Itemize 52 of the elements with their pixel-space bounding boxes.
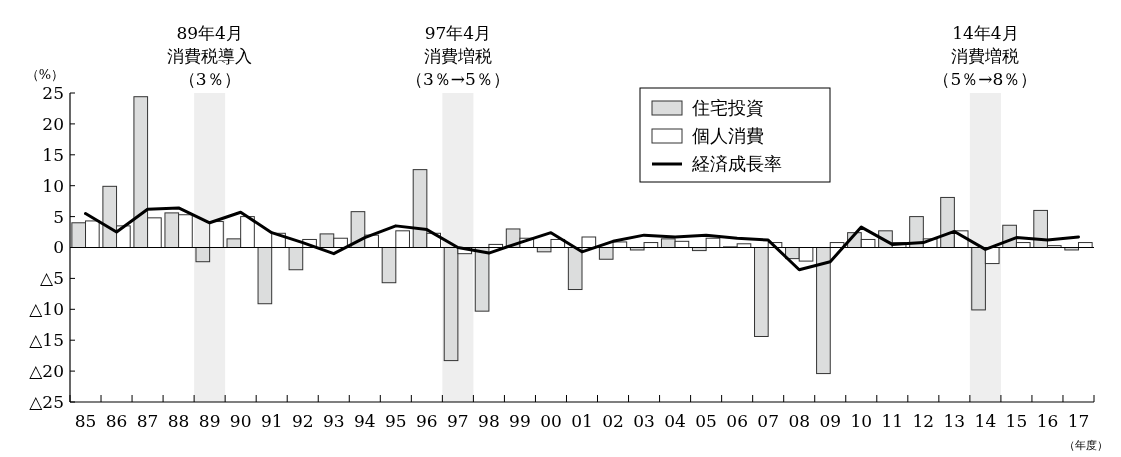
x-tick-label: 86	[105, 411, 128, 431]
x-tick-label: 11	[881, 411, 904, 431]
x-tick-label: 92	[291, 411, 314, 431]
band-label: 14年4月消費増税（5％→8％）	[933, 23, 1038, 89]
x-tick-label: 08	[788, 411, 811, 431]
y-tick-label: △25	[29, 391, 64, 412]
y-tick-label: △5	[40, 268, 64, 289]
y-tick-label: 20	[42, 113, 64, 134]
legend-label: 個人消費	[692, 125, 764, 147]
y-tick-label: 5	[53, 206, 64, 227]
x-tick-label: 98	[478, 411, 500, 431]
x-tick-label: 12	[912, 411, 935, 431]
y-tick-label: 15	[42, 144, 64, 165]
x-tick-label: 01	[571, 411, 593, 431]
x-tick-label: 14	[974, 411, 997, 431]
x-tick-label: 93	[322, 411, 345, 431]
x-tick-label: 16	[1036, 411, 1059, 431]
x-tick-label: 04	[664, 411, 686, 431]
y-tick-label: △10	[29, 299, 64, 320]
y-tick-label: △20	[29, 361, 64, 382]
x-tick-label: 10	[850, 411, 873, 431]
y-tick-label: 0	[53, 237, 64, 258]
y-axis-title: （%）	[25, 67, 65, 82]
x-tick-label: 97	[447, 411, 469, 431]
x-tick-label: 00	[540, 411, 562, 431]
x-tick-label: 91	[260, 411, 283, 431]
y-tick-label: △15	[29, 330, 64, 351]
band-label: 97年4月消費増税（3％→5％）	[405, 23, 510, 89]
x-tick-label: 09	[819, 411, 842, 431]
x-tick-label: 06	[726, 411, 748, 431]
x-tick-label: 90	[229, 411, 252, 431]
x-tick-label: 85	[74, 411, 97, 431]
x-tick-label: 95	[385, 411, 407, 431]
x-tick-label: 96	[416, 411, 438, 431]
x-tick-label: 05	[695, 411, 717, 431]
y-tick-label: 10	[42, 175, 64, 196]
band-label: 89年4月消費税導入（3％）	[167, 23, 253, 89]
y-tick-label: 25	[42, 82, 64, 103]
x-tick-label: 17	[1067, 411, 1090, 431]
x-tick-label: 89	[198, 411, 221, 431]
legend-label: 経済成長率	[691, 153, 782, 175]
x-tick-label: 02	[602, 411, 624, 431]
x-tick-label: 87	[136, 411, 159, 431]
x-axis-title: （年度）	[1064, 439, 1108, 452]
x-tick-label: 99	[509, 411, 531, 431]
x-tick-label: 03	[633, 411, 655, 431]
legend-label: 住宅投資	[691, 97, 764, 119]
x-tick-label: 15	[1005, 411, 1028, 431]
x-tick-label: 88	[167, 411, 190, 431]
x-tick-label: 13	[943, 411, 966, 431]
x-tick-label: 07	[757, 411, 779, 431]
x-tick-label: 94	[353, 411, 376, 431]
